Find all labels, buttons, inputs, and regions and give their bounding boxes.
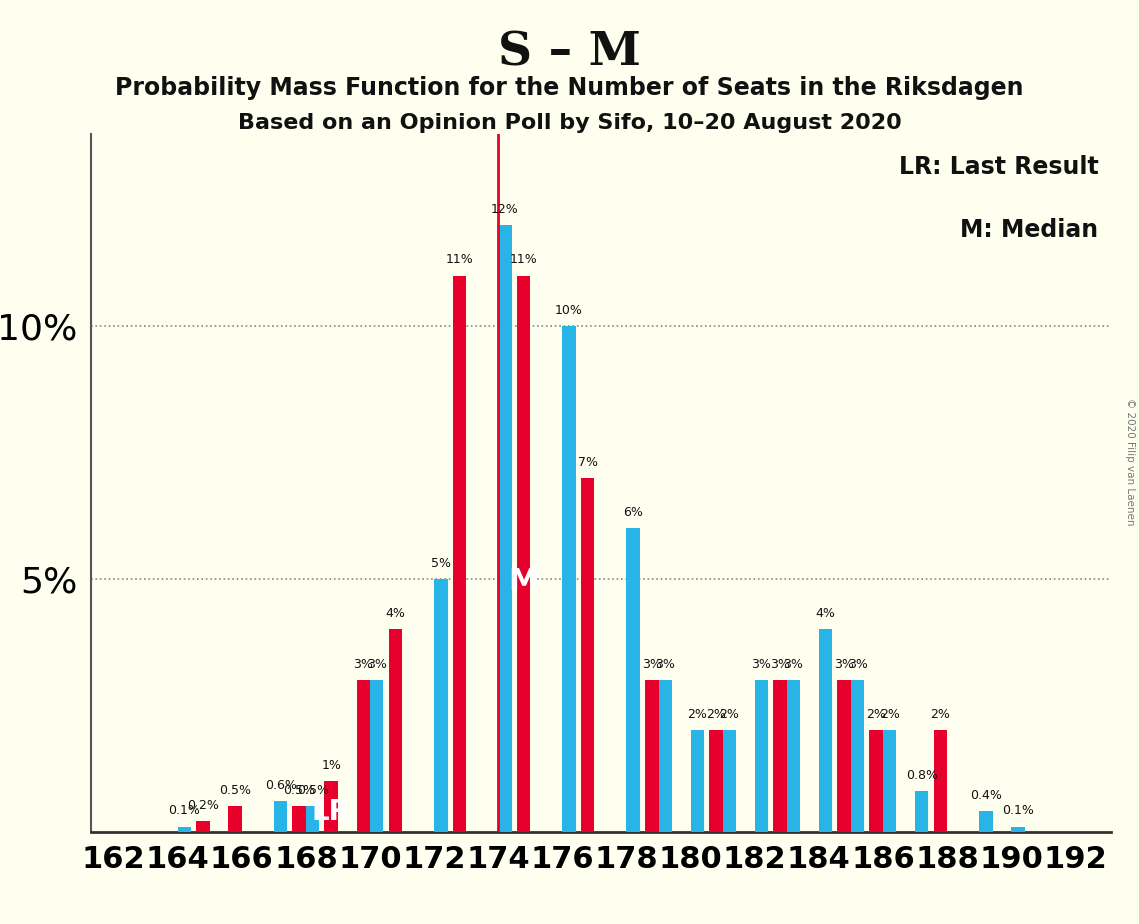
Text: S – M: S – M — [498, 30, 641, 76]
Text: 0.5%: 0.5% — [284, 784, 316, 797]
Text: 10%: 10% — [555, 304, 583, 317]
Text: 0.6%: 0.6% — [264, 779, 296, 792]
Bar — [883, 731, 896, 832]
Bar — [851, 680, 865, 832]
Text: © 2020 Filip van Laenen: © 2020 Filip van Laenen — [1125, 398, 1134, 526]
Bar — [837, 680, 851, 832]
Bar — [434, 578, 448, 832]
Bar — [645, 680, 658, 832]
Text: M: M — [508, 566, 539, 596]
Bar — [517, 275, 531, 832]
Bar — [178, 827, 191, 832]
Text: 0.1%: 0.1% — [1002, 805, 1034, 818]
Text: 1%: 1% — [321, 759, 342, 772]
Text: 5%: 5% — [431, 557, 451, 570]
Text: LR: LR — [312, 798, 351, 826]
Text: 3%: 3% — [655, 658, 675, 671]
Text: 0.5%: 0.5% — [296, 784, 329, 797]
Bar — [498, 225, 511, 832]
Bar — [710, 731, 722, 832]
Bar — [787, 680, 801, 832]
Text: 3%: 3% — [353, 658, 374, 671]
Text: 11%: 11% — [445, 253, 474, 266]
Text: 11%: 11% — [509, 253, 538, 266]
Bar — [563, 326, 576, 832]
Text: 2%: 2% — [720, 709, 739, 722]
Text: 2%: 2% — [931, 709, 950, 722]
Text: 0.2%: 0.2% — [187, 799, 219, 812]
Bar — [388, 629, 402, 832]
Bar — [293, 807, 306, 832]
Bar — [690, 731, 704, 832]
Bar — [1011, 827, 1025, 832]
Text: 0.4%: 0.4% — [970, 789, 1002, 802]
Text: LR: Last Result: LR: Last Result — [899, 155, 1098, 179]
Bar — [915, 791, 928, 832]
Text: 3%: 3% — [367, 658, 386, 671]
Text: 3%: 3% — [847, 658, 868, 671]
Bar — [370, 680, 384, 832]
Bar — [658, 680, 672, 832]
Text: 4%: 4% — [385, 607, 405, 620]
Bar — [196, 821, 210, 832]
Bar — [934, 731, 947, 832]
Text: 2%: 2% — [867, 709, 886, 722]
Text: 12%: 12% — [491, 203, 519, 216]
Text: 0.8%: 0.8% — [906, 769, 937, 782]
Text: Based on an Opinion Poll by Sifo, 10–20 August 2020: Based on an Opinion Poll by Sifo, 10–20 … — [238, 113, 901, 133]
Bar — [722, 731, 736, 832]
Text: 6%: 6% — [623, 506, 644, 519]
Bar — [626, 529, 640, 832]
Bar — [819, 629, 833, 832]
Text: 3%: 3% — [834, 658, 854, 671]
Bar — [273, 801, 287, 832]
Bar — [980, 811, 992, 832]
Bar — [306, 807, 319, 832]
Text: 0.1%: 0.1% — [169, 805, 200, 818]
Bar — [755, 680, 768, 832]
Bar — [325, 781, 338, 832]
Text: 3%: 3% — [752, 658, 771, 671]
Text: 7%: 7% — [577, 456, 598, 468]
Text: 0.5%: 0.5% — [219, 784, 251, 797]
Text: 3%: 3% — [770, 658, 790, 671]
Text: 3%: 3% — [784, 658, 803, 671]
Text: M: Median: M: Median — [960, 218, 1098, 242]
Bar — [773, 680, 787, 832]
Bar — [869, 731, 883, 832]
Bar — [228, 807, 241, 832]
Text: 4%: 4% — [816, 607, 836, 620]
Text: 2%: 2% — [879, 709, 900, 722]
Bar — [581, 478, 595, 832]
Bar — [452, 275, 466, 832]
Text: 2%: 2% — [687, 709, 707, 722]
Text: 2%: 2% — [706, 709, 726, 722]
Text: 3%: 3% — [642, 658, 662, 671]
Text: Probability Mass Function for the Number of Seats in the Riksdagen: Probability Mass Function for the Number… — [115, 76, 1024, 100]
Bar — [357, 680, 370, 832]
